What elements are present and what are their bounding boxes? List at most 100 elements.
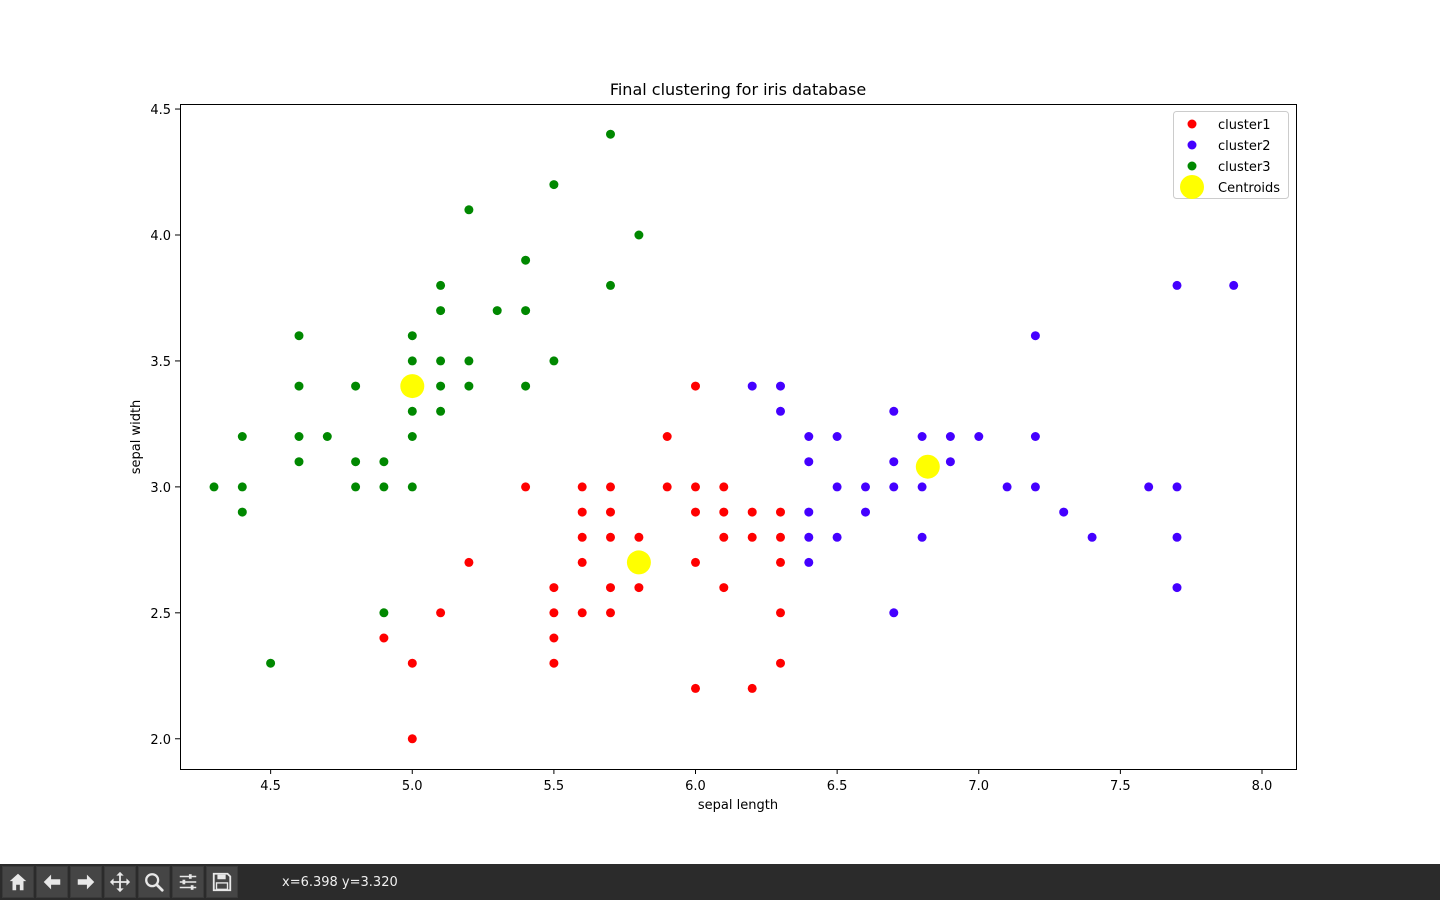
data-point <box>436 381 446 391</box>
data-point <box>407 406 417 416</box>
x-tick-label: 5.0 <box>402 779 423 794</box>
data-point <box>804 457 814 467</box>
data-point <box>606 129 615 139</box>
y-tick-label: 3.5 <box>150 355 171 370</box>
data-point <box>322 432 332 441</box>
back-button[interactable] <box>36 866 68 898</box>
y-tick-label: 3.0 <box>150 481 171 496</box>
x-tick-label: 6.5 <box>827 779 848 794</box>
data-point <box>889 406 899 416</box>
zoom-button[interactable] <box>138 866 170 898</box>
data-point <box>719 507 729 517</box>
save-button[interactable] <box>206 866 238 898</box>
data-point <box>691 683 700 693</box>
data-point <box>549 583 559 593</box>
data-point <box>577 507 587 517</box>
data-point <box>832 532 842 542</box>
data-point <box>577 557 587 567</box>
data-point <box>804 432 814 441</box>
x-tick-label: 7.0 <box>968 779 989 794</box>
x-axis-label: sepal length <box>698 798 778 813</box>
data-point <box>521 482 531 492</box>
data-point <box>691 507 700 517</box>
data-point <box>407 331 417 341</box>
x-axis-ticks: 4.5 5.0 5.5 6.0 6.5 7.0 7.5 8.0 <box>260 769 1272 794</box>
data-point <box>662 432 672 441</box>
data-point <box>379 482 389 492</box>
data-point <box>606 583 615 593</box>
data-point <box>266 658 276 668</box>
pan-button[interactable] <box>104 866 136 898</box>
data-point <box>521 381 531 391</box>
data-point <box>549 633 559 643</box>
floppy-disk-icon <box>212 872 232 892</box>
centroid-point <box>915 454 940 479</box>
data-point <box>861 482 870 492</box>
data-point <box>691 381 700 391</box>
data-point <box>1087 532 1097 542</box>
x-tick-label: 8.0 <box>1252 779 1273 794</box>
magnifier-icon <box>145 873 164 892</box>
data-point <box>776 532 785 542</box>
y-tick-label: 2.5 <box>150 607 171 622</box>
legend-label: Centroids <box>1218 181 1280 196</box>
legend-box <box>1173 111 1289 199</box>
data-point <box>351 381 361 391</box>
data-point <box>945 432 955 441</box>
x-tick-label: 7.5 <box>1110 779 1131 794</box>
data-point <box>889 608 899 618</box>
legend-label: cluster2 <box>1218 139 1270 154</box>
figure: Final clustering for iris database 4.5 5.… <box>0 0 1440 864</box>
data-point <box>464 381 474 391</box>
data-point <box>351 457 361 467</box>
data-point <box>776 557 785 567</box>
data-point <box>294 457 304 467</box>
data-point <box>776 381 785 391</box>
x-tick-label: 4.5 <box>260 779 281 794</box>
data-point <box>549 608 559 618</box>
data-point <box>917 432 927 441</box>
home-icon <box>9 873 27 891</box>
data-point <box>294 432 304 441</box>
move-icon <box>109 871 131 893</box>
data-point <box>294 331 304 341</box>
navigation-toolbar: x=6.398 y=3.320 <box>0 864 1440 900</box>
data-point <box>1172 482 1182 492</box>
data-point <box>1059 507 1069 517</box>
centroid-point <box>400 374 425 399</box>
data-point <box>747 532 757 542</box>
data-point <box>719 482 729 492</box>
plot-area[interactable] <box>180 104 1296 769</box>
data-point <box>691 557 700 567</box>
centroid-point <box>626 550 651 575</box>
data-point <box>606 608 615 618</box>
forward-button[interactable] <box>70 866 102 898</box>
data-point <box>747 381 757 391</box>
series-cluster1 <box>379 381 785 744</box>
data-point <box>577 482 587 492</box>
configure-subplots-button[interactable] <box>172 866 204 898</box>
series-cluster2 <box>747 280 1239 618</box>
legend-item-Centroids: Centroids <box>1180 175 1280 199</box>
data-point <box>747 507 757 517</box>
legend-item-cluster3: cluster3 <box>1187 160 1270 175</box>
data-point <box>662 482 672 492</box>
data-point <box>521 306 531 316</box>
plot-frame <box>180 104 1297 770</box>
series-Centroids <box>400 374 940 575</box>
y-axis-ticks: 2.0 2.5 3.0 3.5 4.0 4.5 <box>150 103 180 748</box>
data-point <box>521 255 531 265</box>
legend: cluster1 cluster2 cluster3 Centroids <box>1173 111 1289 199</box>
data-point <box>634 532 644 542</box>
data-point <box>436 280 446 290</box>
scatter-chart[interactable]: Final clustering for iris database 4.5 5.… <box>0 0 1440 864</box>
data-point <box>464 205 474 215</box>
data-point <box>577 608 587 618</box>
data-point <box>549 180 559 190</box>
data-point <box>1172 532 1182 542</box>
home-button[interactable] <box>2 866 34 898</box>
data-point <box>606 280 615 290</box>
arrow-right-icon <box>77 874 95 890</box>
data-point <box>1172 583 1182 593</box>
data-point <box>549 658 559 668</box>
